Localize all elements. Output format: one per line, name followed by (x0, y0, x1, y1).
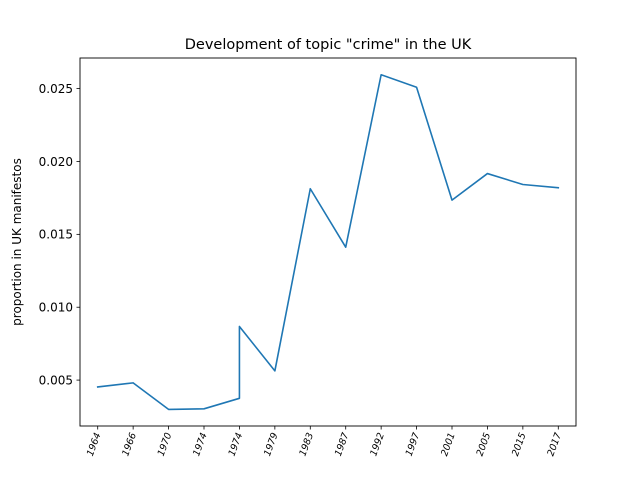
y-tick-label: 0.005 (39, 373, 73, 387)
y-axis-label: proportion in UK manifestos (10, 158, 24, 326)
y-tick-label: 0.020 (39, 155, 73, 169)
y-tick-label: 0.025 (39, 82, 73, 96)
y-tick-label: 0.010 (39, 301, 73, 315)
chart-title: Development of topic "crime" in the UK (185, 37, 472, 53)
axes-frame (79, 57, 577, 427)
y-tick-label: 0.015 (39, 228, 73, 242)
